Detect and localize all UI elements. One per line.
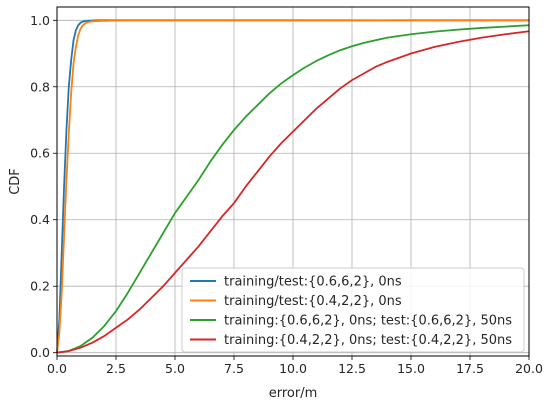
x-tick-label: 17.5: [456, 361, 484, 376]
legend-label: training:{0.4,2,2}, 0ns; test:{0.4,2,2},…: [224, 333, 512, 348]
x-tick-label: 0.0: [47, 361, 67, 376]
x-tick-label: 12.5: [338, 361, 366, 376]
y-axis-label: CDF: [8, 168, 23, 195]
y-tick-label: 0.8: [30, 79, 50, 94]
series-lines: [56, 19, 530, 354]
y-tick-label: 1.0: [30, 13, 50, 28]
legend-label: training:{0.6,6,2}, 0ns; test:{0.6,6,2},…: [224, 314, 512, 329]
legend: training/test:{0.6,6,2}, 0ns training/tes…: [181, 267, 525, 353]
legend-box: [181, 267, 525, 353]
x-axis-ticks: 0.0 2.5 5.0 7.5 10.0 12.5 15.0 17.5 20.0: [47, 356, 543, 376]
series-line-2: [56, 19, 529, 353]
x-tick-label: 15.0: [397, 361, 425, 376]
grid: [56, 7, 530, 356]
x-tick-label: 7.5: [224, 361, 244, 376]
y-tick-label: 0.2: [30, 279, 50, 294]
series-line-3: [56, 24, 530, 354]
x-tick-label: 10.0: [279, 361, 307, 376]
x-tick-label: 5.0: [165, 361, 185, 376]
y-axis-ticks: 0.0 0.2 0.4 0.6 0.8 1.0: [30, 13, 57, 360]
x-axis-label: error/m: [269, 386, 318, 401]
series-line-4: [56, 30, 530, 354]
y-tick-label: 0.4: [30, 212, 50, 227]
x-tick-label: 20.0: [515, 361, 543, 376]
y-tick-label: 0.6: [30, 146, 50, 161]
legend-label: training/test:{0.6,6,2}, 0ns: [224, 275, 402, 290]
legend-label: training/test:{0.4,2,2}, 0ns: [224, 294, 402, 309]
x-tick-label: 2.5: [106, 361, 126, 376]
y-tick-label: 0.0: [30, 345, 50, 360]
